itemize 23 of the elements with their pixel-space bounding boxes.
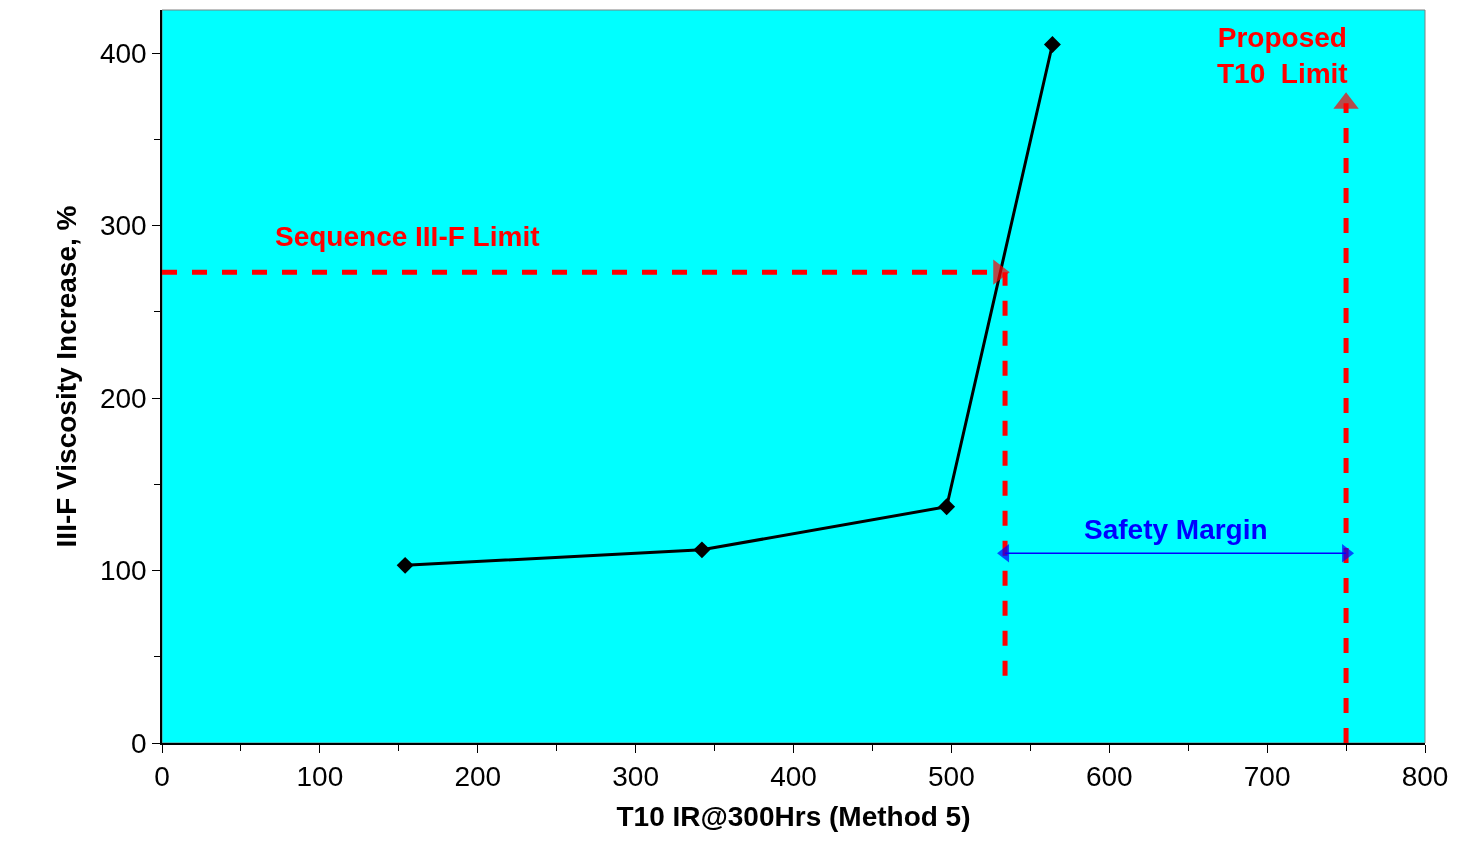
x-tick-label: 0: [154, 761, 170, 793]
x-axis-title: T10 IR@300Hrs (Method 5): [616, 800, 971, 832]
y-axis-title: III-F Viscosity Increase, %: [51, 205, 83, 548]
x-tick-label: 800: [1401, 761, 1449, 793]
x-tick-label: 600: [1085, 761, 1133, 793]
y-tick-label: 200: [99, 382, 147, 414]
x-tick-label: 300: [612, 761, 659, 793]
y-tick-label: 300: [99, 210, 147, 242]
y-tick-label: 100: [99, 555, 147, 587]
point: [693, 541, 711, 559]
annotation: Proposed T10 Limit: [1217, 22, 1348, 90]
y-tick-label: 0: [131, 727, 147, 759]
x-tick-label: 500: [928, 761, 975, 793]
y-tick-label: 400: [99, 37, 147, 69]
point: [1043, 36, 1061, 53]
x-tick-label: 700: [1243, 761, 1291, 793]
x-tick-label: 100: [296, 761, 344, 793]
annotation: Sequence III-F Limit: [275, 221, 540, 252]
annotation: Safety Margin: [1084, 514, 1268, 545]
x-tick-label: 400: [770, 761, 817, 793]
x-tick-label: 200: [454, 761, 502, 793]
point: [396, 556, 414, 574]
point: [938, 498, 956, 516]
